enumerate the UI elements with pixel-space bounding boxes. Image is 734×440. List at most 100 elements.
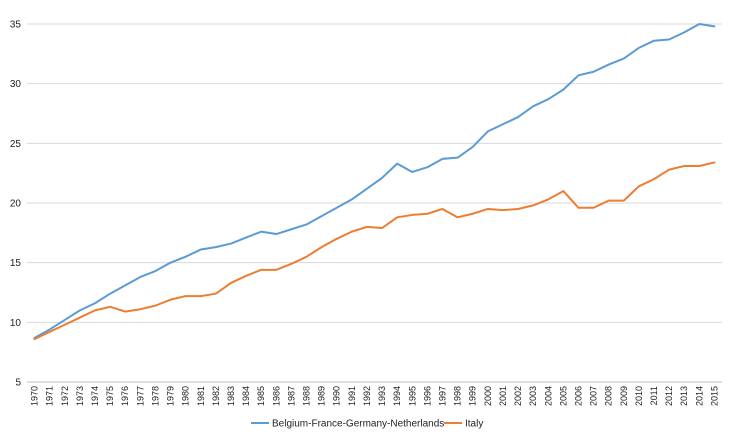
data-point-belgium-france-germany-netherlands bbox=[411, 171, 413, 173]
x-tick-label: 1976 bbox=[120, 386, 130, 406]
x-tick-label: 1973 bbox=[75, 386, 85, 406]
data-point-belgium-france-germany-netherlands bbox=[713, 25, 715, 27]
data-point-belgium-france-germany-netherlands bbox=[64, 319, 66, 321]
x-tick-label: 2003 bbox=[528, 386, 538, 406]
x-tick-label: 1986 bbox=[271, 386, 281, 406]
x-tick-label: 2008 bbox=[604, 386, 614, 406]
data-point-belgium-france-germany-netherlands bbox=[94, 302, 96, 304]
data-point-italy bbox=[547, 198, 549, 200]
x-tick-label: 1990 bbox=[332, 386, 342, 406]
data-point-belgium-france-germany-netherlands bbox=[517, 116, 519, 118]
data-point-belgium-france-germany-netherlands bbox=[366, 187, 368, 189]
x-tick-label: 1981 bbox=[196, 386, 206, 406]
data-point-italy bbox=[124, 310, 126, 312]
data-point-italy bbox=[33, 338, 35, 340]
data-point-belgium-france-germany-netherlands bbox=[351, 198, 353, 200]
x-tick-label: 1987 bbox=[286, 386, 296, 406]
data-point-italy bbox=[472, 213, 474, 215]
data-point-italy bbox=[683, 165, 685, 167]
data-point-belgium-france-germany-netherlands bbox=[592, 71, 594, 73]
x-tick-label: 1997 bbox=[437, 386, 447, 406]
x-tick-label: 2000 bbox=[483, 386, 493, 406]
data-point-italy bbox=[230, 282, 232, 284]
x-tick-label: 2004 bbox=[543, 386, 553, 406]
x-tick-label: 1991 bbox=[347, 386, 357, 406]
x-tick-label: 1996 bbox=[422, 386, 432, 406]
gridlines bbox=[27, 23, 722, 323]
y-tick-label: 20 bbox=[10, 199, 22, 210]
data-point-italy bbox=[94, 309, 96, 311]
data-point-italy bbox=[607, 199, 609, 201]
data-point-italy bbox=[305, 256, 307, 258]
x-tick-label: 1974 bbox=[90, 386, 100, 406]
data-point-belgium-france-germany-netherlands bbox=[124, 284, 126, 286]
data-point-italy bbox=[48, 331, 50, 333]
x-tick-label: 1998 bbox=[453, 386, 463, 406]
data-point-italy bbox=[290, 263, 292, 265]
x-tick-label: 2014 bbox=[694, 386, 704, 406]
x-tick-label: 1989 bbox=[317, 386, 327, 406]
data-point-italy bbox=[441, 208, 443, 210]
legend-label-belgium-france-germany-netherlands: Belgium-France-Germany-Netherlands bbox=[272, 419, 444, 430]
data-point-italy bbox=[260, 269, 262, 271]
data-point-belgium-france-germany-netherlands bbox=[230, 242, 232, 244]
data-point-belgium-france-germany-netherlands bbox=[456, 156, 458, 158]
data-point-italy bbox=[592, 207, 594, 209]
data-point-belgium-france-germany-netherlands bbox=[275, 233, 277, 235]
y-tick-label: 5 bbox=[15, 378, 21, 389]
y-tick-label: 30 bbox=[10, 79, 22, 90]
data-point-belgium-france-germany-netherlands bbox=[396, 162, 398, 164]
x-tick-label: 2002 bbox=[513, 386, 523, 406]
x-tick-label: 1988 bbox=[302, 386, 312, 406]
data-point-italy bbox=[698, 165, 700, 167]
x-tick-label: 2001 bbox=[498, 386, 508, 406]
data-point-italy bbox=[411, 214, 413, 216]
x-tick-label: 2006 bbox=[573, 386, 583, 406]
data-point-italy bbox=[169, 298, 171, 300]
x-tick-label: 1980 bbox=[181, 386, 191, 406]
data-point-belgium-france-germany-netherlands bbox=[683, 31, 685, 33]
data-point-italy bbox=[562, 190, 564, 192]
data-point-italy bbox=[381, 227, 383, 229]
x-tick-label: 1979 bbox=[166, 386, 176, 406]
data-point-belgium-france-germany-netherlands bbox=[184, 256, 186, 258]
data-point-belgium-france-germany-netherlands bbox=[577, 74, 579, 76]
data-point-belgium-france-germany-netherlands bbox=[547, 98, 549, 100]
data-point-italy bbox=[320, 246, 322, 248]
data-point-belgium-france-germany-netherlands bbox=[305, 223, 307, 225]
data-point-italy bbox=[245, 275, 247, 277]
data-point-belgium-france-germany-netherlands bbox=[245, 236, 247, 238]
data-point-belgium-france-germany-netherlands bbox=[154, 270, 156, 272]
data-point-belgium-france-germany-netherlands bbox=[638, 47, 640, 49]
x-tick-label: 1982 bbox=[211, 386, 221, 406]
legend-label-italy: Italy bbox=[465, 419, 483, 430]
data-point-belgium-france-germany-netherlands bbox=[215, 246, 217, 248]
y-tick-label: 35 bbox=[10, 20, 22, 31]
y-tick-label: 10 bbox=[10, 318, 22, 329]
data-point-belgium-france-germany-netherlands bbox=[320, 215, 322, 217]
x-tick-label: 1970 bbox=[30, 386, 40, 406]
data-point-belgium-france-germany-netherlands bbox=[169, 261, 171, 263]
data-point-belgium-france-germany-netherlands bbox=[562, 88, 564, 90]
x-axis: 1970 1971 1972 1973 1974 1975 1976 1977 1978 1979… bbox=[27, 381, 722, 406]
x-tick-label: 2010 bbox=[634, 386, 644, 406]
x-tick-label: 2005 bbox=[558, 386, 568, 406]
x-tick-label: 1983 bbox=[226, 386, 236, 406]
data-point-italy bbox=[64, 324, 66, 326]
y-tick-label: 15 bbox=[10, 258, 22, 269]
data-point-italy bbox=[336, 238, 338, 240]
x-tick-label: 1984 bbox=[241, 386, 251, 406]
x-tick-label: 2015 bbox=[709, 386, 719, 406]
data-point-italy bbox=[139, 308, 141, 310]
data-point-italy bbox=[351, 230, 353, 232]
y-axis: 5 10 15 20 25 30 35 bbox=[10, 20, 22, 389]
data-point-belgium-france-germany-netherlands bbox=[668, 38, 670, 40]
data-point-belgium-france-germany-netherlands bbox=[200, 248, 202, 250]
data-point-italy bbox=[275, 269, 277, 271]
x-tick-label: 2012 bbox=[664, 386, 674, 406]
data-point-belgium-france-germany-netherlands bbox=[381, 177, 383, 179]
data-point-belgium-france-germany-netherlands bbox=[290, 228, 292, 230]
data-point-italy bbox=[79, 316, 81, 318]
data-point-italy bbox=[456, 216, 458, 218]
